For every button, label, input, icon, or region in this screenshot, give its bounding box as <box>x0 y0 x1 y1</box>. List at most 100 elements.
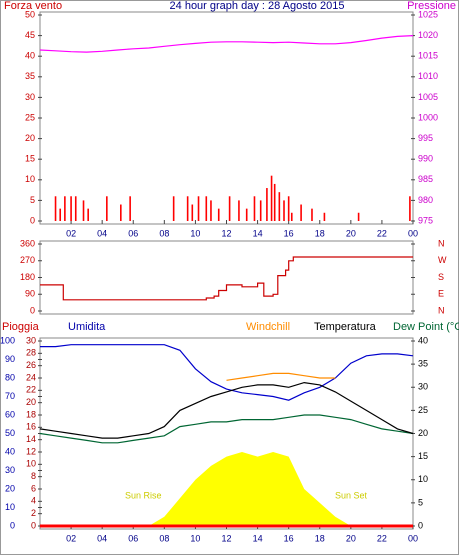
series-line <box>39 35 414 53</box>
x-tick-label: 20 <box>346 228 356 238</box>
x-tick-label: 00 <box>408 533 418 543</box>
x-tick-label: 16 <box>284 533 294 543</box>
wind-bar <box>273 183 276 221</box>
y3-tick-label: 18 <box>26 409 36 419</box>
series-line <box>39 381 414 439</box>
wind-bar <box>59 208 62 221</box>
x-tick-label: 10 <box>190 228 200 238</box>
y-tick-label: 80 <box>5 372 15 382</box>
temperature-label: Temperatura <box>314 321 377 333</box>
y2-tick-label: N <box>438 238 445 248</box>
series-line <box>39 414 414 444</box>
y2-tick-label: 30 <box>418 382 428 392</box>
wind-bar <box>245 208 248 221</box>
y3-tick-label: 20 <box>26 397 36 407</box>
wind-bar <box>290 212 293 221</box>
wind-bar <box>87 208 89 221</box>
solar-area <box>40 452 413 526</box>
wind-bar <box>409 196 411 221</box>
wind-label: Forza vento <box>4 0 62 12</box>
wind-bar <box>54 196 57 221</box>
chart-title: 24 hour graph day : 28 Agosto 2015 <box>170 0 345 12</box>
y-tick-label: 360 <box>20 238 35 248</box>
wind-bar <box>70 196 72 221</box>
y2-tick-label: 15 <box>418 451 428 461</box>
y2-tick-label: 1005 <box>418 92 438 102</box>
y3-tick-label: 26 <box>26 360 36 370</box>
y2-tick-label: 0 <box>418 520 423 530</box>
wind-bar <box>278 192 281 221</box>
y2-tick-label: N <box>438 305 445 315</box>
x-tick-label: 02 <box>66 228 76 238</box>
y3-tick-label: 4 <box>31 496 36 506</box>
y3-tick-label: 22 <box>26 385 36 395</box>
y3-tick-label: 0 <box>31 520 36 530</box>
y-tick-label: 20 <box>25 133 35 143</box>
y-tick-label: 40 <box>25 51 35 61</box>
y2-tick-label: 5 <box>418 497 423 507</box>
wind-bar <box>191 204 194 221</box>
wind-bar <box>129 196 131 221</box>
x-tick-label: 04 <box>97 228 107 238</box>
wind-bar <box>238 200 240 221</box>
y2-tick-label: 1025 <box>418 9 438 19</box>
y2-tick-label: 35 <box>418 359 428 369</box>
windchill-label: Windchill <box>246 321 290 333</box>
wind-bar <box>253 196 256 221</box>
x-tick-label: 18 <box>315 533 325 543</box>
y-tick-label: 0 <box>30 215 35 225</box>
wind-bar <box>210 200 212 221</box>
x-tick-label: 12 <box>221 228 231 238</box>
y-tick-label: 0 <box>10 520 15 530</box>
x-tick-label: 18 <box>315 228 325 238</box>
wind-bar <box>311 208 313 221</box>
x-tick-label: 08 <box>159 228 169 238</box>
x-tick-label: 12 <box>221 533 231 543</box>
wind-bar <box>287 196 290 221</box>
x-tick-label: 14 <box>253 228 263 238</box>
sunrise-label: Sun Rise <box>125 490 162 500</box>
y2-tick-label: 1010 <box>418 71 438 81</box>
y3-tick-label: 6 <box>31 483 36 493</box>
y-tick-label: 5 <box>30 195 35 205</box>
y3-tick-label: 16 <box>26 422 36 432</box>
y3-tick-label: 8 <box>31 471 36 481</box>
y2-tick-label: 990 <box>418 154 433 164</box>
wind-bar <box>172 196 175 221</box>
y-tick-label: 15 <box>25 154 35 164</box>
y2-tick-label: 1020 <box>418 30 438 40</box>
y2-tick-label: 1015 <box>418 51 438 61</box>
x-tick-label: 10 <box>190 533 200 543</box>
y3-tick-label: 30 <box>26 335 36 345</box>
y-tick-label: 30 <box>5 465 15 475</box>
x-tick-label: 06 <box>128 533 138 543</box>
wind-bar <box>259 200 262 221</box>
wind-bar <box>300 204 302 221</box>
wind-bar <box>64 196 66 221</box>
series-line <box>40 256 413 301</box>
y-tick-label: 10 <box>5 502 15 512</box>
x-tick-label: 22 <box>377 228 387 238</box>
y-tick-label: 40 <box>5 446 15 456</box>
wind-bar <box>283 200 285 221</box>
y2-tick-label: 995 <box>418 133 433 143</box>
wind-bar <box>266 188 268 221</box>
x-tick-label: 04 <box>97 533 107 543</box>
y-tick-label: 90 <box>25 289 35 299</box>
y-tick-label: 30 <box>25 92 35 102</box>
y-tick-label: 90 <box>5 354 15 364</box>
y-tick-label: 20 <box>5 483 15 493</box>
y2-tick-label: 25 <box>418 405 428 415</box>
pressure-label: Pressione <box>407 0 456 12</box>
y-tick-label: 180 <box>20 272 35 282</box>
y3-tick-label: 12 <box>26 446 36 456</box>
x-tick-label: 20 <box>346 533 356 543</box>
rain-label: Pioggia <box>2 321 40 333</box>
y-tick-label: 25 <box>25 112 35 122</box>
y3-tick-label: 10 <box>26 459 36 469</box>
y-tick-label: 60 <box>5 409 15 419</box>
y-tick-label: 50 <box>25 9 35 19</box>
wind-bar <box>323 212 326 221</box>
y-tick-label: 10 <box>25 174 35 184</box>
